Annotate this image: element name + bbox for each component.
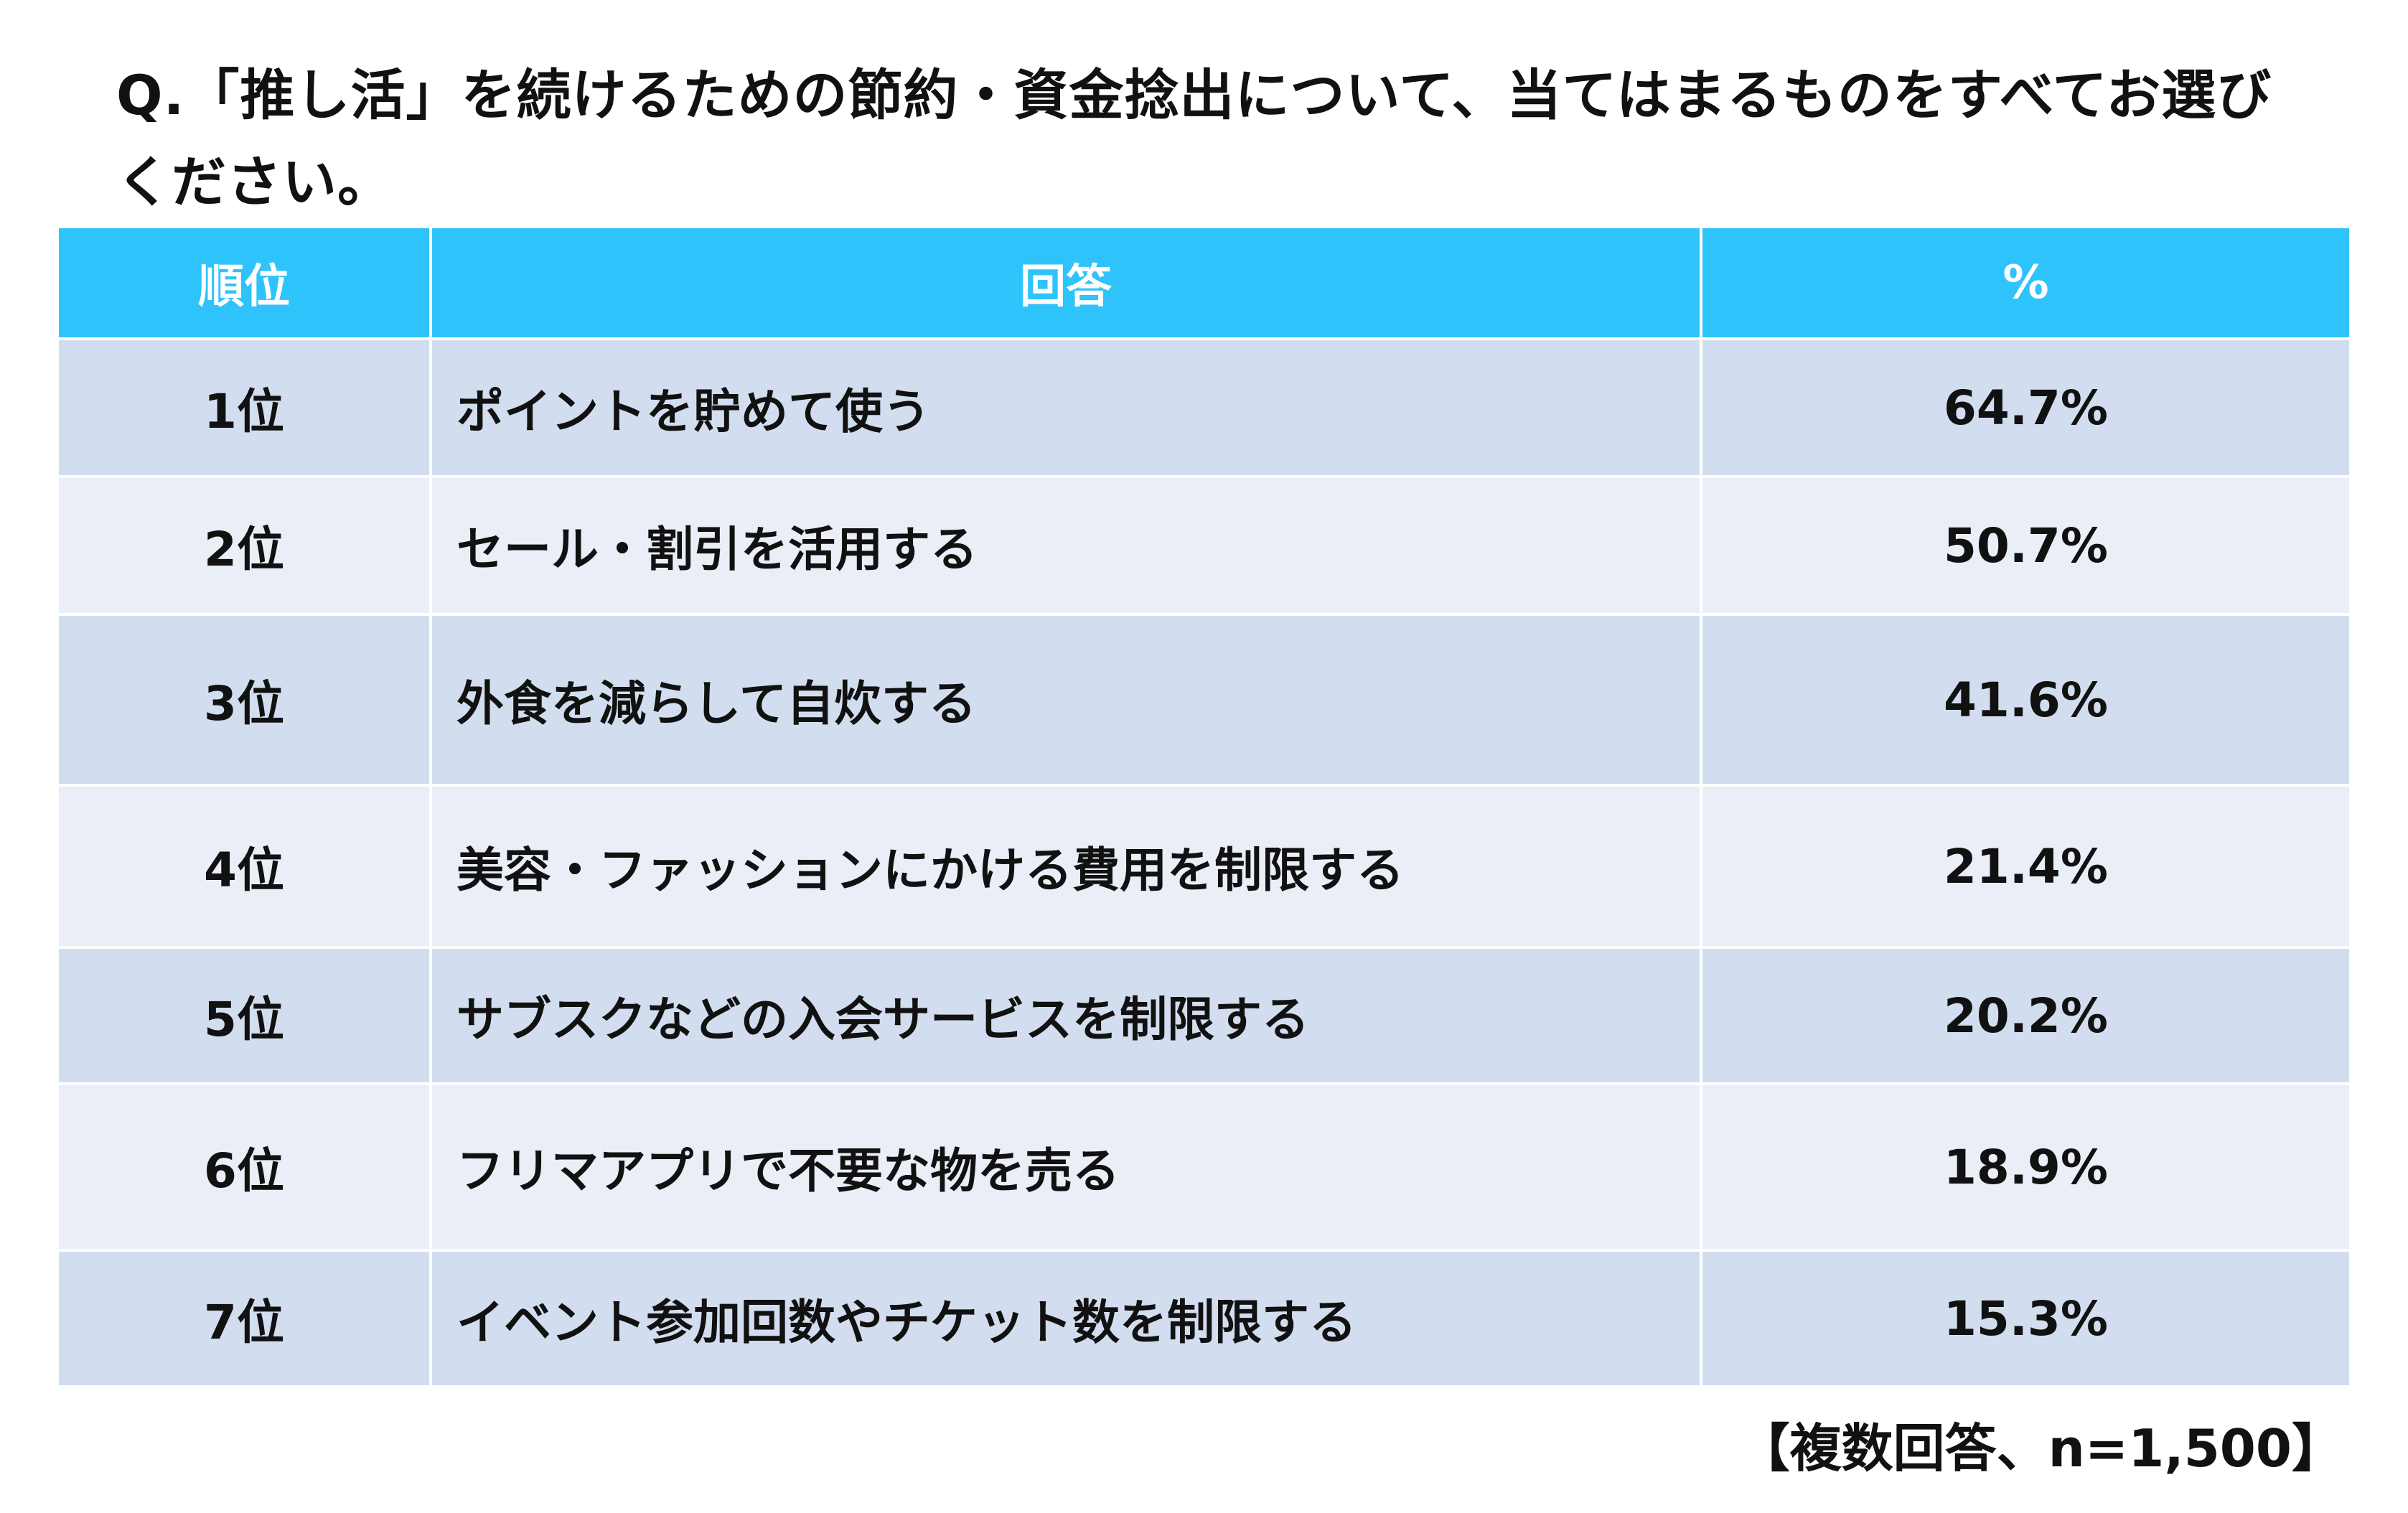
percent-cell: 20.2% <box>1700 946 2352 1085</box>
table-row: 4位 美容・ファッションにかける費用を制限する 21.4% <box>56 784 2352 949</box>
answer-cell: セール・割引を活用する <box>429 475 1702 616</box>
rank-cell: 1位 <box>56 337 432 478</box>
rank-cell: 4位 <box>56 784 432 949</box>
answer-cell: サブスクなどの入会サービスを制限する <box>429 946 1702 1085</box>
header-rank: 順位 <box>56 225 432 340</box>
rank-cell: 6位 <box>56 1082 432 1252</box>
header-percent: % <box>1700 225 2352 340</box>
rank-cell: 5位 <box>56 946 432 1085</box>
percent-cell: 64.7% <box>1700 337 2352 478</box>
answer-cell: イベント参加回数やチケット数を制限する <box>429 1249 1702 1388</box>
table-row: 6位 フリマアプリで不要な物を売る 18.9% <box>56 1082 2352 1252</box>
percent-cell: 41.6% <box>1700 613 2352 787</box>
rank-cell: 2位 <box>56 475 432 616</box>
table-header-row: 順位 回答 % <box>56 225 2352 340</box>
table-row: 7位 イベント参加回数やチケット数を制限する 15.3% <box>56 1249 2352 1388</box>
rank-cell: 3位 <box>56 613 432 787</box>
table-row: 3位 外食を減らして自炊する 41.6% <box>56 613 2352 787</box>
header-answer: 回答 <box>429 225 1702 340</box>
sample-size-note: 【複数回答、n=1,500】 <box>1738 1418 2343 1479</box>
percent-cell: 15.3% <box>1700 1249 2352 1388</box>
answer-cell: 外食を減らして自炊する <box>429 613 1702 787</box>
answer-cell: フリマアプリで不要な物を売る <box>429 1082 1702 1252</box>
question-title: Q.「推し活」を続けるための節約・資金捻出について、当てはまるものをすべてお選び… <box>116 63 2272 214</box>
percent-cell: 21.4% <box>1700 784 2352 949</box>
table-row: 5位 サブスクなどの入会サービスを制限する 20.2% <box>56 946 2352 1085</box>
percent-cell: 50.7% <box>1700 475 2352 616</box>
percent-cell: 18.9% <box>1700 1082 2352 1252</box>
table-row: 1位 ポイントを貯めて使う 64.7% <box>56 337 2352 478</box>
table-row: 2位 セール・割引を活用する 50.7% <box>56 475 2352 616</box>
answer-cell: 美容・ファッションにかける費用を制限する <box>429 784 1702 949</box>
rank-cell: 7位 <box>56 1249 432 1388</box>
results-table: 順位 回答 % 1位 ポイントを貯めて使う 64.7% 2位 セール・割引を活用… <box>56 225 2352 1388</box>
answer-cell: ポイントを貯めて使う <box>429 337 1702 478</box>
